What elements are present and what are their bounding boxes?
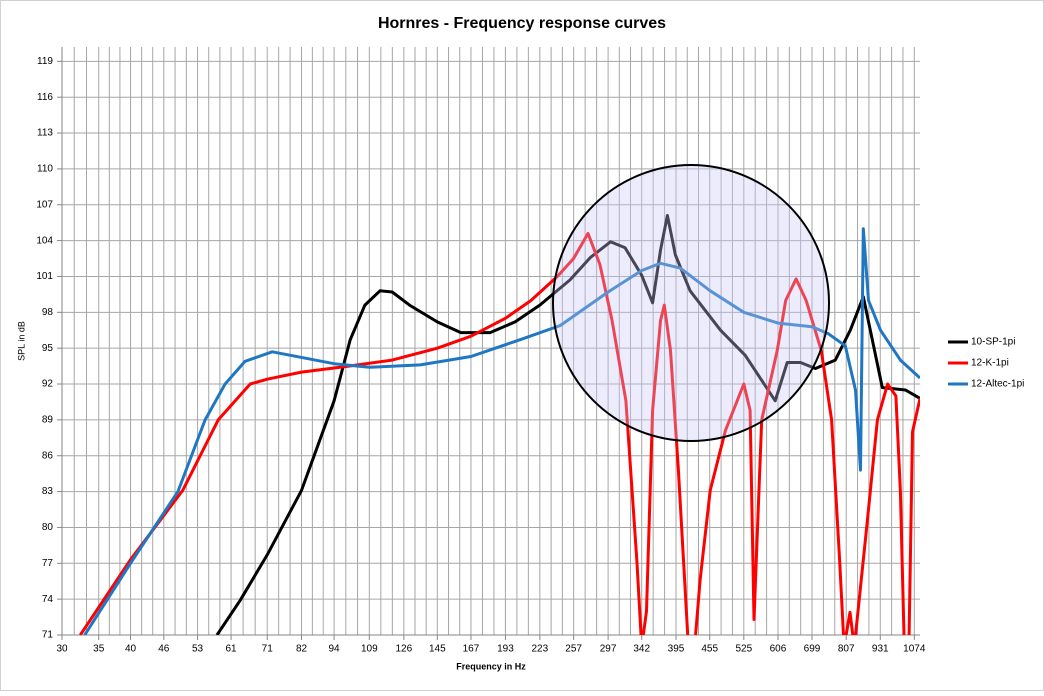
x-tick-label: 193	[497, 644, 514, 655]
y-tick-label: 77	[42, 558, 54, 569]
y-tick-label: 107	[36, 199, 53, 210]
x-tick-label: 40	[125, 644, 137, 655]
x-tick-label: 606	[770, 644, 787, 655]
x-tick-label: 223	[531, 644, 548, 655]
x-tick-label: 30	[56, 644, 68, 655]
legend-label: 10-SP-1pi	[971, 337, 1015, 348]
x-tick-label: 126	[396, 644, 413, 655]
series-line	[83, 227, 920, 635]
x-tick-label: 342	[633, 644, 650, 655]
y-tick-label: 98	[42, 307, 54, 318]
y-tick-label: 86	[42, 450, 54, 461]
x-tick-label: 395	[668, 644, 685, 655]
x-tick-label: 699	[804, 644, 821, 655]
y-tick-label: 80	[42, 522, 54, 533]
x-tick-label: 1074	[903, 644, 926, 655]
labels: 71 74 77 80 83 86 89 92 95 98 101 104 107 110 113 116 11…	[36, 56, 1024, 655]
chart-title: Hornres - Frequency response curves	[378, 15, 666, 32]
series-line	[79, 231, 920, 635]
y-tick-label: 110	[37, 164, 53, 175]
grid	[57, 47, 920, 640]
highlight-circle	[552, 164, 830, 442]
x-tick-label: 931	[872, 644, 889, 655]
x-tick-label: 145	[429, 644, 446, 655]
x-tick-label: 455	[701, 644, 718, 655]
legend-label: 12-K-1pi	[971, 358, 1009, 369]
y-tick-label: 104	[36, 235, 53, 246]
y-tick-label: 119	[37, 56, 53, 67]
x-tick-label: 82	[296, 644, 308, 655]
x-tick-label: 53	[192, 644, 204, 655]
y-tick-label: 89	[42, 415, 54, 426]
x-tick-label: 167	[463, 644, 480, 655]
y-tick-label: 92	[42, 379, 54, 390]
x-tick-label: 109	[361, 644, 378, 655]
y-tick-label: 83	[42, 486, 54, 497]
y-tick-label: 113	[37, 128, 53, 139]
x-tick-label: 525	[735, 644, 752, 655]
y-tick-label: 101	[36, 271, 53, 282]
x-tick-label: 46	[158, 644, 170, 655]
x-tick-label: 297	[600, 644, 617, 655]
x-tick-label: 61	[225, 644, 237, 655]
x-tick-label: 35	[93, 644, 105, 655]
plot-lines	[79, 214, 920, 635]
y-tick-label: 95	[42, 343, 54, 354]
y-tick-label: 116	[37, 92, 53, 103]
y-tick-label: 71	[42, 630, 54, 641]
y-tick-label: 74	[42, 594, 54, 605]
x-tick-label: 807	[838, 644, 855, 655]
y-axis-label: SPL in dB	[16, 321, 26, 361]
x-tick-label: 71	[262, 644, 274, 655]
x-tick-label: 257	[565, 644, 582, 655]
series-line	[215, 214, 920, 635]
legend-label: 12-Altec-1pi	[971, 379, 1024, 390]
x-tick-label: 94	[328, 644, 340, 655]
x-axis-label: Frequency in Hz	[456, 661, 526, 671]
